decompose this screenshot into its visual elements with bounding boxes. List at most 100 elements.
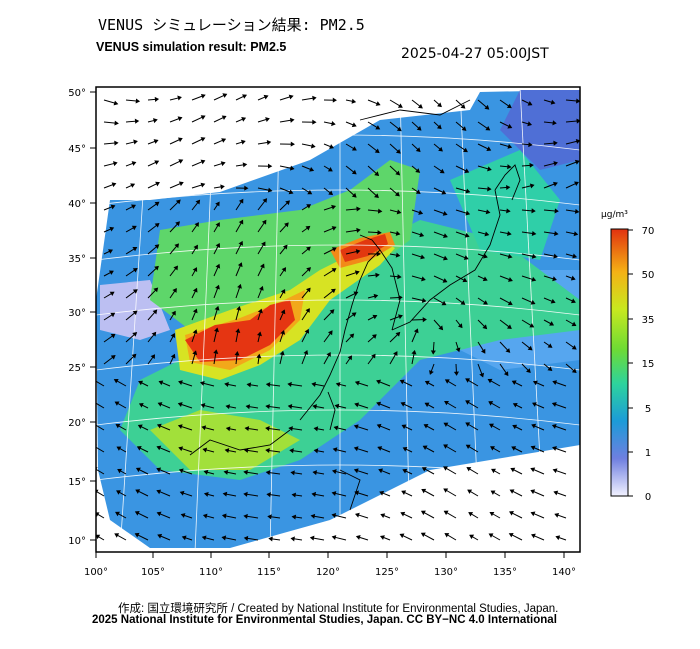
- wind-arrow-head: [374, 171, 380, 177]
- wind-arrow-head: [420, 532, 426, 538]
- wind-arrow-head: [268, 163, 273, 169]
- y-tick-label: 25°: [68, 363, 86, 374]
- wind-arrow-head: [221, 513, 227, 519]
- wind-arrow-head: [421, 297, 427, 303]
- wind-arrow-head: [215, 284, 220, 290]
- wind-arrow-head: [154, 160, 160, 165]
- wind-arrow-head: [444, 401, 449, 406]
- wind-arrow-head: [487, 378, 493, 384]
- wind-arrow-head: [287, 403, 293, 410]
- wind-arrow-head: [265, 447, 270, 454]
- wind-arrow-head: [510, 467, 516, 473]
- wind-arrow-head: [109, 226, 115, 232]
- wind-arrow-head: [453, 371, 459, 376]
- wind-arrow-head: [156, 511, 162, 517]
- wind-arrow-head: [417, 103, 423, 109]
- wind-arrow-head: [395, 149, 401, 154]
- wind-arrow-head: [238, 240, 243, 246]
- wind-arrow-head: [443, 488, 449, 493]
- wind-arrow-head: [465, 188, 471, 194]
- wind-arrow-head: [377, 446, 383, 451]
- wind-arrow-head: [527, 100, 533, 106]
- wind-arrow-head: [177, 95, 182, 101]
- wind-arrow-head: [174, 243, 180, 249]
- colorbar: 70 50 35 15 5 1 0: [610, 226, 654, 503]
- wind-arrow-head: [444, 379, 450, 384]
- wind-arrow-head: [422, 317, 427, 323]
- wind-arrow-head: [551, 402, 557, 407]
- wind-arrow-head: [531, 253, 537, 259]
- wind-arrow-head: [156, 489, 162, 495]
- wind-arrow-head: [488, 533, 494, 538]
- wind-arrow-head: [242, 94, 247, 99]
- wind-arrow-head: [467, 489, 473, 494]
- wind-arrow-head: [400, 402, 406, 407]
- wind-arrow-head: [173, 265, 178, 271]
- wind-arrow-head: [421, 488, 427, 494]
- wind-arrow-head: [246, 382, 252, 388]
- wind-arrow-head: [551, 424, 557, 429]
- wind-arrow-head: [411, 349, 417, 355]
- wind-arrow-head: [503, 371, 509, 377]
- wind-arrow-head: [393, 351, 398, 357]
- wind-arrow-head: [195, 199, 201, 205]
- title-english: VENUS simulation result: PM2.5: [96, 40, 287, 54]
- wind-arrow-head: [303, 349, 309, 355]
- wind-arrow-head: [529, 162, 534, 168]
- wind-arrow-head: [443, 510, 449, 516]
- wind-arrow-head: [306, 246, 311, 252]
- x-tick-label: 120°: [316, 567, 340, 578]
- wind-arrow-head: [436, 124, 442, 130]
- wind-arrow-head: [259, 285, 264, 291]
- wind-arrow-head: [199, 380, 205, 386]
- wind-arrow-head: [508, 277, 513, 282]
- wind-arrow-head: [462, 277, 468, 283]
- wind-arrow-head: [552, 120, 557, 126]
- wind-arrow-head: [418, 210, 424, 215]
- wind-arrow-head: [175, 199, 181, 205]
- wind-arrow-head: [376, 379, 382, 385]
- wind-arrow-head: [312, 470, 318, 476]
- wind-arrow-head: [375, 125, 381, 130]
- wind-arrow-head: [442, 278, 448, 283]
- wind-arrow-head: [331, 204, 337, 210]
- wind-arrow: [96, 468, 105, 475]
- wind-arrow-head: [154, 201, 160, 207]
- wind-arrow-head: [110, 312, 116, 318]
- wind-arrow-head: [397, 274, 402, 280]
- wind-arrow-head: [110, 354, 116, 360]
- wind-arrow-head: [396, 126, 402, 132]
- wind-arrow-head: [284, 222, 289, 228]
- wind-arrow-head: [224, 448, 230, 454]
- wind-arrow-head: [351, 169, 357, 175]
- wind-arrow-head: [203, 491, 209, 497]
- wind-arrow-head: [192, 350, 198, 356]
- x-tick-label: 110°: [199, 567, 223, 578]
- wind-arrow-head: [331, 268, 337, 273]
- wind-arrow-head: [376, 401, 382, 407]
- wind-arrow-head: [479, 372, 485, 378]
- wind-arrow-head: [130, 183, 136, 188]
- wind-arrow-head: [136, 446, 142, 451]
- wind-arrow: [96, 446, 105, 453]
- wind-arrow-head: [312, 404, 317, 410]
- wind-arrow-head: [306, 267, 311, 272]
- wind-arrow-head: [291, 514, 297, 520]
- wind-arrow-head: [132, 310, 138, 316]
- wind-arrow-head: [192, 329, 198, 335]
- y-axis-labels: 50° 45° 40° 35° 30° 25° 20° 15° 10°: [68, 88, 86, 547]
- wind-arrow-head: [172, 288, 177, 293]
- wind-arrow-head: [394, 191, 400, 197]
- wind-arrow-head: [575, 138, 580, 144]
- wind-arrow-head: [441, 189, 447, 195]
- wind-arrow-head: [132, 268, 138, 273]
- wind-arrow-head: [238, 219, 244, 225]
- wind-arrow-head: [485, 209, 491, 215]
- wind-arrow-head: [374, 148, 380, 154]
- wind-arrow-head: [242, 162, 248, 168]
- wind-arrow-head: [221, 535, 227, 541]
- wind-arrow-head: [531, 230, 537, 237]
- pm25-field: [96, 87, 580, 552]
- wind-arrow-head: [157, 533, 163, 539]
- y-tick-label: 15°: [68, 477, 86, 488]
